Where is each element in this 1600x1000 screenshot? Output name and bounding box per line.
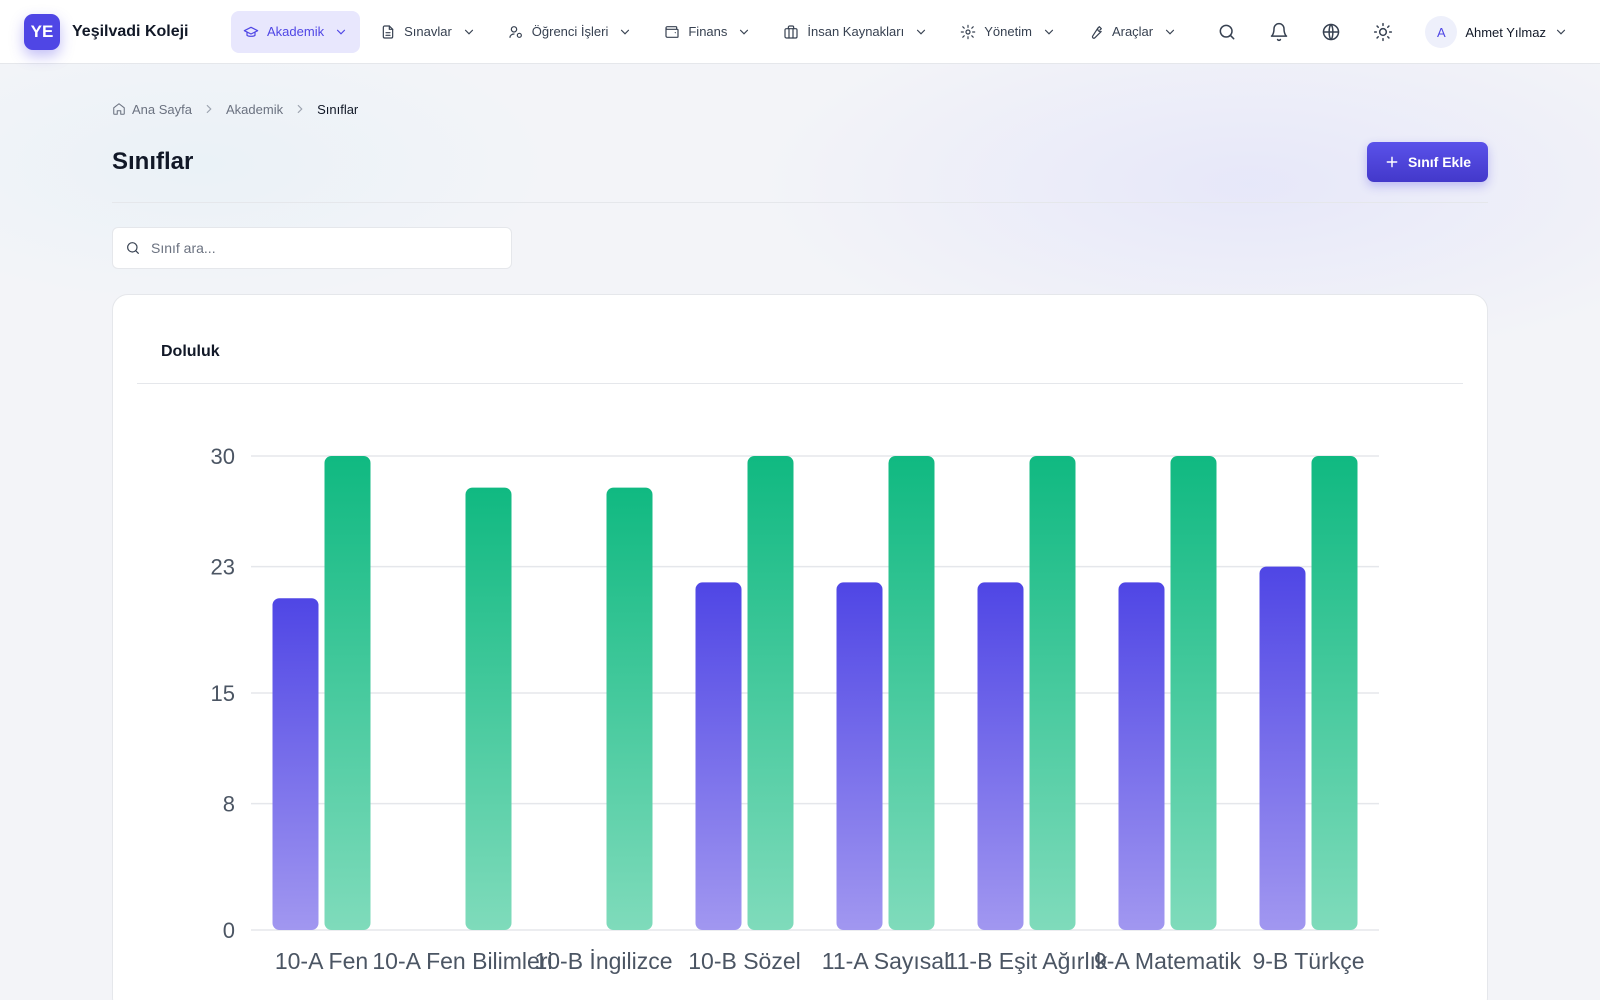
graduation-cap-icon xyxy=(243,26,259,37)
nav-item-finans[interactable]: Finans xyxy=(652,11,763,53)
x-tick-label: 10-A Fen xyxy=(275,948,368,974)
class-search xyxy=(112,227,512,269)
gear-icon xyxy=(960,24,976,39)
y-tick-label: 23 xyxy=(211,555,235,580)
occupancy-chart: 0 8 15 23 30 10-A Fen 10-A Fen Bilimleri 10-B İ… xyxy=(113,384,1487,1000)
search-button[interactable] xyxy=(1207,12,1247,52)
briefcase-icon xyxy=(784,24,798,39)
chevron-down-icon xyxy=(621,29,630,35)
x-tick-label: 9-B Türkçe xyxy=(1252,948,1364,974)
nav-item-araclar[interactable]: Araçlar xyxy=(1076,11,1189,53)
theme-toggle-button[interactable] xyxy=(1363,12,1403,52)
chevron-down-icon xyxy=(1556,29,1566,35)
brand-logo: YE xyxy=(24,13,60,50)
x-tick-label: 10-B İngilizce xyxy=(534,948,672,974)
occupancy-card: Doluluk 0 8 15 23 30 10-A Fen 10-A Fen Bilimle… xyxy=(112,294,1488,1000)
x-tick-label: 11-B Eşit Ağırlık xyxy=(946,948,1108,974)
brand-name: Yeşilvadi Koleji xyxy=(72,22,189,40)
card-title: Doluluk xyxy=(161,343,220,360)
bell-icon xyxy=(1271,22,1288,42)
title-row: Sınıflar Sınıf Ekle xyxy=(112,142,1488,182)
nav-item-yonetim[interactable]: Yönetim xyxy=(948,11,1068,53)
bar-series-2 xyxy=(606,487,653,930)
bar-series-2 xyxy=(1170,456,1217,930)
language-button[interactable] xyxy=(1311,12,1351,52)
bar-series-2 xyxy=(465,487,512,930)
nav-label: Araçlar xyxy=(1111,24,1154,39)
chevron-right-icon xyxy=(297,104,303,114)
globe-icon xyxy=(1323,23,1340,41)
nav-label: İnsan Kaynakları xyxy=(807,24,905,39)
breadcrumb-current: Sınıflar xyxy=(317,101,359,117)
bar-series-1 xyxy=(1259,566,1306,930)
search-icon xyxy=(127,242,139,254)
bar-series-2 xyxy=(888,456,935,930)
y-tick-label: 15 xyxy=(211,681,235,706)
x-tick-label: 10-A Fen Bilimleri xyxy=(372,948,552,974)
bar-series-2 xyxy=(747,456,794,930)
add-class-label: Sınıf Ekle xyxy=(1407,154,1471,170)
bar-series-1 xyxy=(836,582,883,930)
y-tick-label: 0 xyxy=(223,918,235,943)
nav-item-insan-kaynaklari[interactable]: İnsan Kaynakları xyxy=(771,11,940,53)
bar-series-2 xyxy=(1311,456,1358,930)
chevron-down-icon xyxy=(1044,29,1054,35)
breadcrumb-home-label: Ana Sayfa xyxy=(132,101,192,117)
bar-series-1 xyxy=(977,582,1024,930)
card-header: Doluluk xyxy=(137,295,1463,384)
document-icon xyxy=(382,24,394,39)
chevron-right-icon xyxy=(206,104,212,114)
nav-item-akademik[interactable]: Akademik xyxy=(231,10,361,53)
bar-series-2 xyxy=(324,456,371,930)
breadcrumb-section[interactable]: Akademik xyxy=(226,101,284,117)
notifications-button[interactable] xyxy=(1259,12,1299,52)
search-icon xyxy=(1219,24,1235,40)
x-tick-label: 10-B Sözel xyxy=(688,948,801,974)
plus-icon xyxy=(1386,156,1398,168)
x-tick-label: 9-A Matematik xyxy=(1094,948,1241,974)
y-tick-label: 8 xyxy=(223,792,235,817)
page-title: Sınıflar xyxy=(112,148,194,175)
bar-series-1 xyxy=(1118,582,1165,930)
search-input[interactable] xyxy=(151,240,491,256)
chevron-down-icon xyxy=(917,29,926,35)
sun-icon xyxy=(1374,22,1393,42)
home-icon xyxy=(113,103,125,115)
nav-label: Öğrenci İşleri xyxy=(531,24,609,39)
main-content: Ana Sayfa Akademik Sınıflar Sınıflar Sın… xyxy=(112,64,1488,1000)
x-tick-label: 11-A Sayısal xyxy=(822,948,949,974)
divider xyxy=(112,202,1488,203)
chevron-down-icon xyxy=(336,29,346,35)
brand[interactable]: YE Yeşilvadi Koleji xyxy=(24,13,207,50)
nav-label: Akademik xyxy=(267,24,325,39)
nav-item-sinavlar[interactable]: Sınavlar xyxy=(368,11,488,53)
breadcrumb: Ana Sayfa Akademik Sınıflar xyxy=(112,101,1488,117)
user-menu[interactable]: A Ahmet Yılmaz xyxy=(1425,16,1568,48)
wallet-icon xyxy=(665,25,679,38)
avatar: A xyxy=(1425,16,1458,48)
chevron-down-icon xyxy=(740,29,749,35)
wrench-icon xyxy=(1091,25,1102,39)
user-name: Ahmet Yılmaz xyxy=(1465,24,1546,40)
breadcrumb-home[interactable]: Ana Sayfa xyxy=(112,102,192,117)
add-class-button[interactable]: Sınıf Ekle xyxy=(1366,142,1488,182)
top-actions: A Ahmet Yılmaz xyxy=(1207,0,1600,64)
bar-series-1 xyxy=(695,582,742,930)
user-gear-icon xyxy=(509,25,522,38)
bar-series-2 xyxy=(1029,456,1076,930)
y-tick-label: 30 xyxy=(211,444,235,469)
chevron-down-icon xyxy=(464,29,473,35)
nav-item-ogrenci-isleri[interactable]: Öğrenci İşleri xyxy=(496,11,645,53)
nav-label: Finans xyxy=(688,24,728,39)
bar-series-1 xyxy=(272,598,319,930)
chevron-down-icon xyxy=(1166,29,1175,35)
main-nav: Akademik Sınavlar Öğrenci İşleri Finans … xyxy=(231,10,1197,53)
nav-label: Yönetim xyxy=(984,24,1032,39)
top-navigation-bar: YE Yeşilvadi Koleji Akademik Sınavlar Öğ… xyxy=(0,0,1600,64)
nav-label: Sınavlar xyxy=(404,24,452,39)
